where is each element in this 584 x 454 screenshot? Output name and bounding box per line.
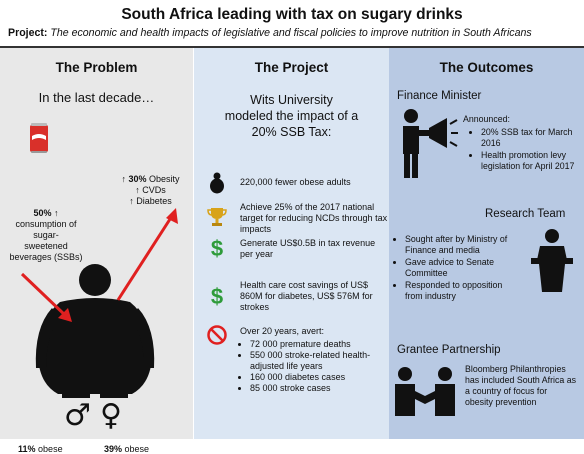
finance-list: 20% SSB tax for March 2016 Health promot… [469, 127, 581, 173]
project-label: Project: [8, 27, 48, 39]
grantee-partnership-heading: Grantee Partnership [397, 344, 501, 356]
list-item: 550 000 stroke-related health-adjusted l… [250, 350, 388, 372]
outcomes-column: The Outcomes Finance Minister Announced:… [389, 48, 584, 439]
health-item-cvds: ↑ CVDs [135, 185, 166, 195]
consumption-stat-block: 50% ↑ consumption of sugar- sweetened be… [6, 208, 86, 263]
person-icon [210, 172, 224, 194]
avert-heading: Over 20 years, avert: [240, 326, 325, 336]
project-item-text: Health care cost savings of US$ 860M for… [240, 280, 373, 312]
project-item-text: Generate US$0.5B in tax revenue per year [240, 238, 376, 259]
dollar-icon: $ [210, 284, 224, 309]
list-item: 72 000 premature deaths [250, 339, 388, 350]
health-item-obesity: Obesity [149, 174, 180, 184]
list-item: Responded to opposition from industry [405, 280, 521, 302]
problem-heading: The Problem [55, 60, 138, 75]
research-team-heading: Research Team [485, 208, 566, 220]
project-item-text: Over 20 years, avert: 72 000 premature d… [240, 326, 388, 394]
problem-intro: In the last decade… [38, 90, 155, 105]
male-symbol-icon: ♂ [64, 398, 91, 433]
consumption-line-2: sugar- [33, 230, 59, 240]
project-item-text: 220,000 fewer obese adults [240, 177, 351, 187]
list-item: 160 000 diabetes cases [250, 372, 388, 383]
avert-list: 72 000 premature deaths 550 000 stroke-r… [240, 339, 388, 394]
consumption-stat: 50% ↑ [33, 208, 59, 218]
soda-can-icon [30, 123, 48, 153]
obese-person-icon [20, 208, 178, 398]
male-obese-pct: 11% [18, 444, 36, 454]
list-item: 20% SSB tax for March 2016 [481, 127, 581, 149]
project-intro: Wits University modeled the impact of a … [194, 92, 389, 140]
dollar-icon: $ [210, 236, 224, 261]
finance-minister-heading: Finance Minister [397, 90, 482, 102]
podium-speaker-icon [531, 229, 573, 292]
project-item-text: Achieve 25% of the 2017 national target … [240, 202, 388, 234]
consumption-line-4: beverages (SSBs) [9, 252, 83, 262]
prohibited-icon [207, 325, 227, 345]
megaphone-speaker-icon [403, 109, 458, 178]
trophy-icon [207, 208, 227, 226]
header: South Africa leading with tax on sugary … [0, 0, 584, 48]
female-obese-pct: 39% [104, 444, 123, 454]
project-intro-line-1: Wits University [250, 93, 333, 107]
list-item: 85 000 stroke cases [250, 383, 388, 394]
health-item-diabetes: ↑ Diabetes [129, 196, 172, 206]
female-obese-stat: 39% obese [104, 444, 149, 454]
list-item: Health promotion levy legislation for Ap… [481, 150, 581, 172]
female-obese-label: obese [124, 444, 150, 454]
outcomes-heading: The Outcomes [439, 60, 534, 75]
health-stat: ↑ 30% [121, 174, 147, 184]
list-item: Gave advice to Senate Committee [405, 257, 521, 279]
project-description: The economic and health impacts of legis… [50, 27, 532, 39]
project-heading: The Project [254, 60, 329, 75]
project-column: The Project Wits University modeled the … [193, 48, 390, 439]
research-list: Sought after by Ministry of Finance and … [393, 234, 521, 303]
project-intro-line-2: modeled the impact of a [224, 109, 359, 123]
health-stat-block: ↑ 30% Obesity ↑ CVDs ↑ Diabetes [108, 174, 193, 207]
project-intro-line-3: 20% SSB Tax: [251, 125, 332, 139]
announced-label: Announced: [463, 114, 510, 124]
consumption-line-3: sweetened [24, 241, 68, 251]
female-symbol-icon: ♀ [100, 398, 122, 433]
handshake-icon [395, 367, 455, 416]
grantee-text: Bloomberg Philanthropies has included So… [465, 364, 577, 407]
male-obese-stat: 11% obese [18, 444, 63, 454]
male-obese-label: obese [38, 444, 63, 454]
project-subtitle: Project: The economic and health impacts… [8, 27, 578, 39]
list-item: Sought after by Ministry of Finance and … [405, 234, 521, 256]
consumption-line-1: consumption of [15, 219, 77, 229]
page-title: South Africa leading with tax on sugary … [121, 6, 463, 23]
problem-column: The Problem In the last decade… 50% ↑ co… [0, 48, 193, 454]
